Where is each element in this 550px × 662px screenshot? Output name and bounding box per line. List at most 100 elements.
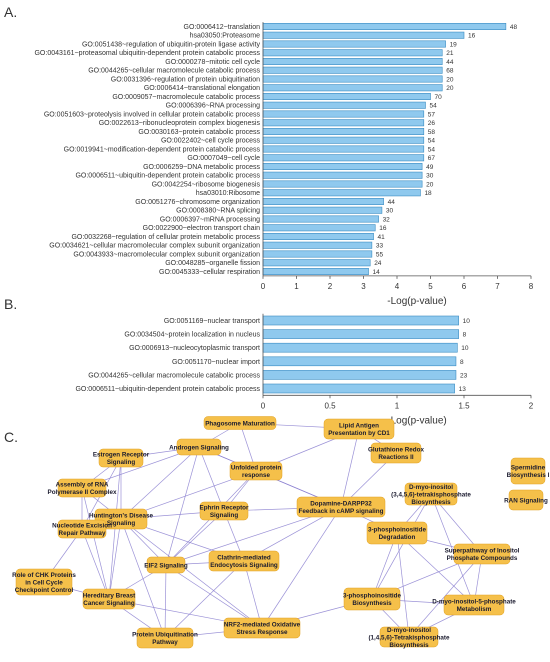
edge — [396, 532, 475, 606]
data-label: 13 — [459, 386, 467, 393]
x-tick-label: 1.5 — [458, 401, 470, 410]
node-chk — [15, 568, 73, 596]
category-label: GO:0034621~cellular macromolecular compl… — [49, 243, 260, 250]
node-superpath — [453, 543, 511, 565]
node-label: RAN Signaling — [504, 497, 548, 504]
bar — [262, 154, 425, 162]
bar — [262, 383, 455, 394]
category-label: GO:0006259~DNA metabolic process — [143, 164, 260, 171]
bar — [262, 145, 425, 153]
bar — [262, 31, 465, 39]
edge — [108, 518, 122, 600]
bar — [262, 259, 371, 267]
data-label: 10 — [461, 345, 469, 352]
category-label: GO:0044265~cellular macromolecule catabo… — [88, 68, 260, 75]
data-label: 19 — [450, 41, 458, 48]
node-label: Degradation — [379, 534, 416, 541]
node-label: Ephrin Receptor — [200, 505, 250, 512]
bar — [262, 189, 421, 197]
edge — [243, 560, 263, 629]
edge — [120, 518, 263, 629]
bar — [262, 329, 459, 339]
x-tick-label: 5 — [428, 282, 433, 291]
data-label: 68 — [446, 68, 454, 75]
data-label: 16 — [468, 33, 476, 40]
node-estrogen — [98, 448, 144, 468]
edge — [164, 564, 167, 639]
bar — [262, 267, 369, 275]
data-label: 44 — [446, 59, 454, 66]
x-tick-label: 2 — [529, 401, 534, 410]
bar — [262, 206, 383, 214]
nodes: Phagosome Maturation Lipid AntigenPresent… — [12, 416, 550, 649]
node-label: Dopamine-DARPP32 — [310, 501, 372, 508]
x-tick-label: 4 — [395, 282, 400, 291]
category-label: GO:0019941~modification-dependent protei… — [64, 146, 261, 153]
category-label: GO:0044265~cellular macromolecule catabo… — [88, 372, 260, 379]
bar — [262, 66, 443, 74]
bar — [262, 22, 507, 30]
data-label: 41 — [378, 234, 386, 241]
category-label: GO:0048285~organelle fission — [165, 260, 260, 267]
bar — [262, 49, 443, 57]
node-rnapol — [57, 478, 107, 498]
category-label: GO:0030163~protein catabolic process — [138, 129, 260, 136]
node-label: Clathrin-mediated — [217, 555, 271, 562]
x-tick-label: 2 — [328, 282, 333, 291]
panel-a-label: A. — [4, 4, 17, 20]
edge — [81, 487, 110, 600]
node-label: Metabolism — [457, 606, 492, 613]
node-ran — [508, 489, 544, 511]
node-label: Pathway — [152, 639, 178, 646]
data-label: 20 — [426, 181, 434, 188]
category-label: GO:0051276~chromosome organization — [135, 199, 260, 206]
bar — [262, 198, 384, 206]
bar — [262, 57, 443, 65]
data-label: 8 — [463, 332, 467, 339]
node-label: in Cell Cycle — [25, 579, 63, 586]
data-label: 55 — [376, 251, 384, 258]
node-label: 3-phosphoinositide — [343, 593, 402, 600]
bar — [262, 224, 376, 232]
node-clathrin — [208, 550, 280, 572]
node-label: Signaling — [107, 459, 135, 466]
node-label: Phosphate Compounds — [447, 555, 518, 562]
node-label: Glutathione Redox — [368, 447, 424, 454]
data-label: 70 — [435, 94, 443, 101]
node-eif2 — [146, 556, 186, 574]
data-label: 20 — [446, 85, 454, 92]
data-label: 67 — [428, 155, 436, 162]
bar — [262, 370, 457, 380]
category-label: GO:0022900~electron transport chain — [143, 225, 260, 232]
node-breast — [82, 588, 136, 610]
edge — [164, 560, 245, 639]
node-label: Nucleotide Excision — [52, 523, 112, 530]
edge — [396, 532, 410, 638]
category-label: GO:0006511~ubiquitin-dependent protein c… — [75, 173, 260, 180]
data-label: 33 — [376, 243, 384, 250]
node-nrf2 — [223, 617, 301, 639]
edge — [261, 506, 342, 629]
category-label: hsa03010:Ribosome — [196, 190, 260, 197]
x-tick-label: 1 — [294, 282, 299, 291]
node-nucleotide — [57, 519, 107, 539]
node-huntington — [94, 508, 148, 530]
category-label: GO:0051170~nuclear import — [172, 359, 260, 366]
node-label: Repair Pathway — [59, 530, 106, 537]
node-androgen — [176, 438, 222, 456]
category-label: GO:0031396~regulation of protein ubiquit… — [111, 76, 260, 83]
node-dmyo5p — [443, 594, 505, 616]
x-tick-label: 6 — [462, 282, 467, 291]
node-label: Huntington's Disease — [89, 513, 154, 520]
category-label: GO:0006396~RNA processing — [166, 103, 260, 110]
category-label: GO:0051438~regulation of ubiquitin-prote… — [82, 41, 261, 48]
category-label: GO:0034504~protein localization in nucle… — [124, 332, 260, 339]
data-label: 54 — [429, 103, 437, 110]
bar — [262, 128, 425, 136]
category-label: GO:0008380~RNA splicing — [176, 208, 260, 215]
x-tick-label: 0.5 — [324, 401, 336, 410]
node-dmyo3456 — [404, 482, 458, 506]
edge — [198, 446, 225, 512]
bar — [262, 75, 443, 83]
node-label: Signaling — [107, 520, 135, 527]
